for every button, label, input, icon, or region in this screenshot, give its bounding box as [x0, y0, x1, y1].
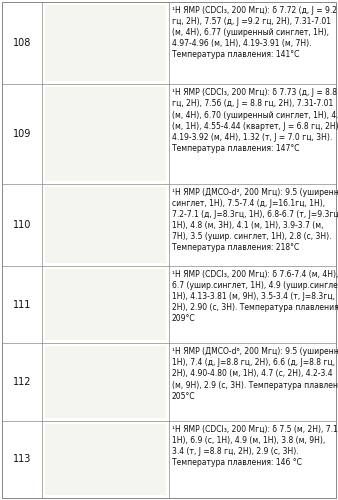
Text: 110: 110: [13, 220, 31, 230]
Text: ¹H ЯМР (CDCl₃, 200 Мгц): δ 7.5 (м, 2H), 7.1(м,
1H), 6.9 (с, 1H), 4.9 (м, 1H), 3.: ¹H ЯМР (CDCl₃, 200 Мгц): δ 7.5 (м, 2H), …: [172, 424, 338, 467]
Text: ¹H ЯМР (ДМСО-d², 200 Мгц): 9.5 (уширенный
синглет, 1H), 7.5-7.4 (д, J=16.1гц, 1H: ¹H ЯМР (ДМСО-d², 200 Мгц): 9.5 (уширенны…: [172, 188, 338, 252]
Text: ¹H ЯМР (CDCl₃, 200 Мгц): δ 7.72 (д, J = 9.2
гц, 2H), 7.57 (д, J =9.2 гц, 2H), 7.: ¹H ЯМР (CDCl₃, 200 Мгц): δ 7.72 (д, J = …: [172, 6, 337, 60]
Bar: [45, 88, 166, 180]
Text: 112: 112: [13, 377, 31, 387]
Text: ¹H ЯМР (CDCl₃, 200 Мгц): δ 7.73 (д, J = 8.8
гц, 2H), 7.56 (д, J = 8.8 гц, 2H), 7: ¹H ЯМР (CDCl₃, 200 Мгц): δ 7.73 (д, J = …: [172, 88, 338, 153]
Bar: [45, 424, 166, 495]
Text: 108: 108: [13, 38, 31, 48]
Text: 111: 111: [13, 300, 31, 310]
Text: 113: 113: [13, 454, 31, 464]
Text: ¹H ЯМР (ДМСО-d⁶, 200 Мгц): 9.5 (уширенный,
1H), 7.4 (д, J=8.8 гц, 2H), 6.6 (д, J: ¹H ЯМР (ДМСО-d⁶, 200 Мгц): 9.5 (уширенны…: [172, 347, 338, 401]
Text: 109: 109: [13, 129, 31, 139]
Bar: [45, 5, 166, 82]
Bar: [45, 186, 166, 263]
Bar: [45, 346, 166, 418]
Bar: [45, 269, 166, 340]
Text: ¹H ЯМР (CDCl₃, 200 Мгц): δ 7.6-7.4 (м, 4H),
6.7 (ушир.синглет, 1H), 4.9 (ушир.си: ¹H ЯМР (CDCl₃, 200 Мгц): δ 7.6-7.4 (м, 4…: [172, 270, 338, 324]
